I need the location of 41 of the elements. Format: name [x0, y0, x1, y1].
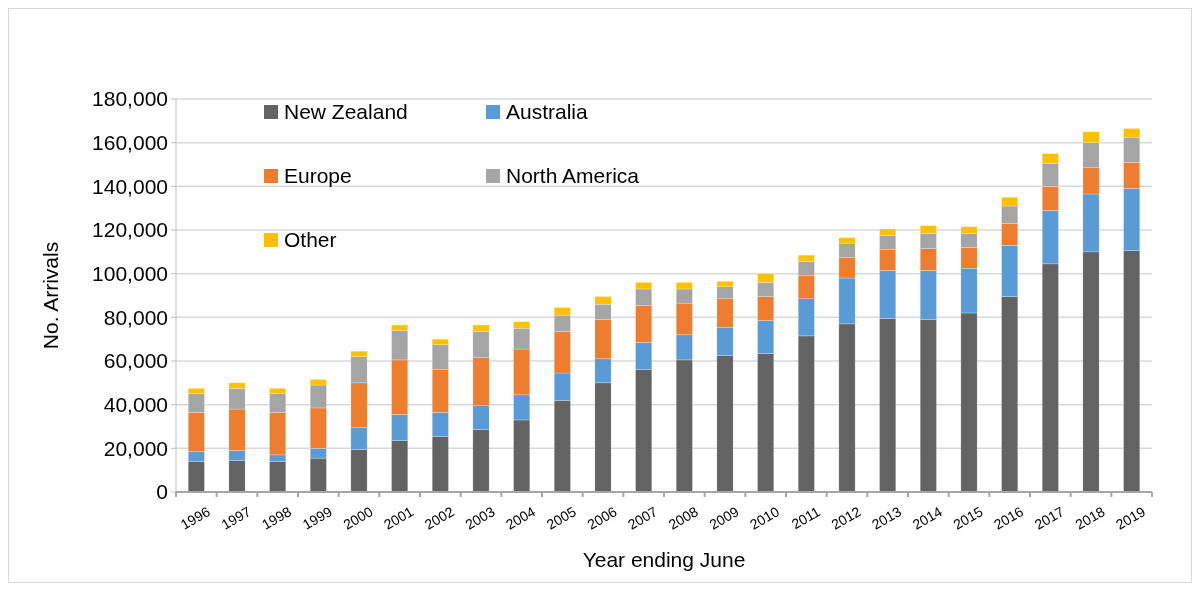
- x-tick-label: 2012: [828, 503, 864, 533]
- x-tick-label: 2013: [869, 503, 905, 533]
- y-axis-title: No. Arrivals: [39, 241, 62, 350]
- x-tick-label: 2008: [665, 503, 701, 533]
- x-tick-label: 2010: [747, 503, 783, 533]
- x-tick-label: 2018: [1072, 503, 1108, 533]
- x-tick-label: 1999: [299, 503, 335, 533]
- x-tick-label: 2005: [543, 503, 579, 533]
- x-axis-title: Year ending June: [582, 548, 746, 571]
- x-tick-label: 1998: [259, 503, 295, 533]
- y-tick-label: 100,000: [92, 262, 168, 286]
- x-tick-label: 2006: [584, 503, 620, 533]
- x-tick-label: 2011: [788, 503, 823, 533]
- y-tick-label: 160,000: [92, 131, 168, 155]
- legend-label: Australia: [506, 100, 589, 124]
- y-tick-label: 140,000: [92, 174, 168, 198]
- x-tick-label: 2003: [462, 503, 498, 533]
- y-tick-label: 80,000: [103, 305, 168, 329]
- y-tick-label: 20,000: [103, 436, 168, 460]
- x-tick-label: 2002: [421, 503, 457, 533]
- x-tick-label: 2007: [625, 503, 661, 533]
- x-tick-label: 2017: [1031, 503, 1067, 533]
- x-tick-label: 1996: [177, 503, 213, 533]
- legend-label: Other: [284, 228, 337, 252]
- y-tick-label: 60,000: [103, 349, 168, 373]
- y-tick-label: 180,000: [92, 87, 168, 111]
- x-tick-label: 2016: [991, 503, 1027, 533]
- x-tick-label: 2014: [909, 503, 945, 533]
- legend-label: North America: [506, 164, 640, 188]
- x-tick-label: 2004: [503, 503, 539, 533]
- legend-label: Europe: [284, 164, 352, 188]
- y-tick-label: 0: [156, 480, 168, 504]
- x-tick-label: 2019: [1113, 503, 1149, 533]
- x-tick-label: 2000: [340, 503, 376, 533]
- y-tick-label: 120,000: [92, 218, 168, 242]
- x-tick-label: 1997: [218, 503, 254, 533]
- x-tick-label: 2015: [950, 503, 986, 533]
- y-tick-label: 40,000: [103, 393, 168, 417]
- legend-label: New Zealand: [284, 100, 408, 124]
- x-tick-label: 2001: [381, 503, 417, 533]
- x-tick-label: 2009: [706, 503, 742, 533]
